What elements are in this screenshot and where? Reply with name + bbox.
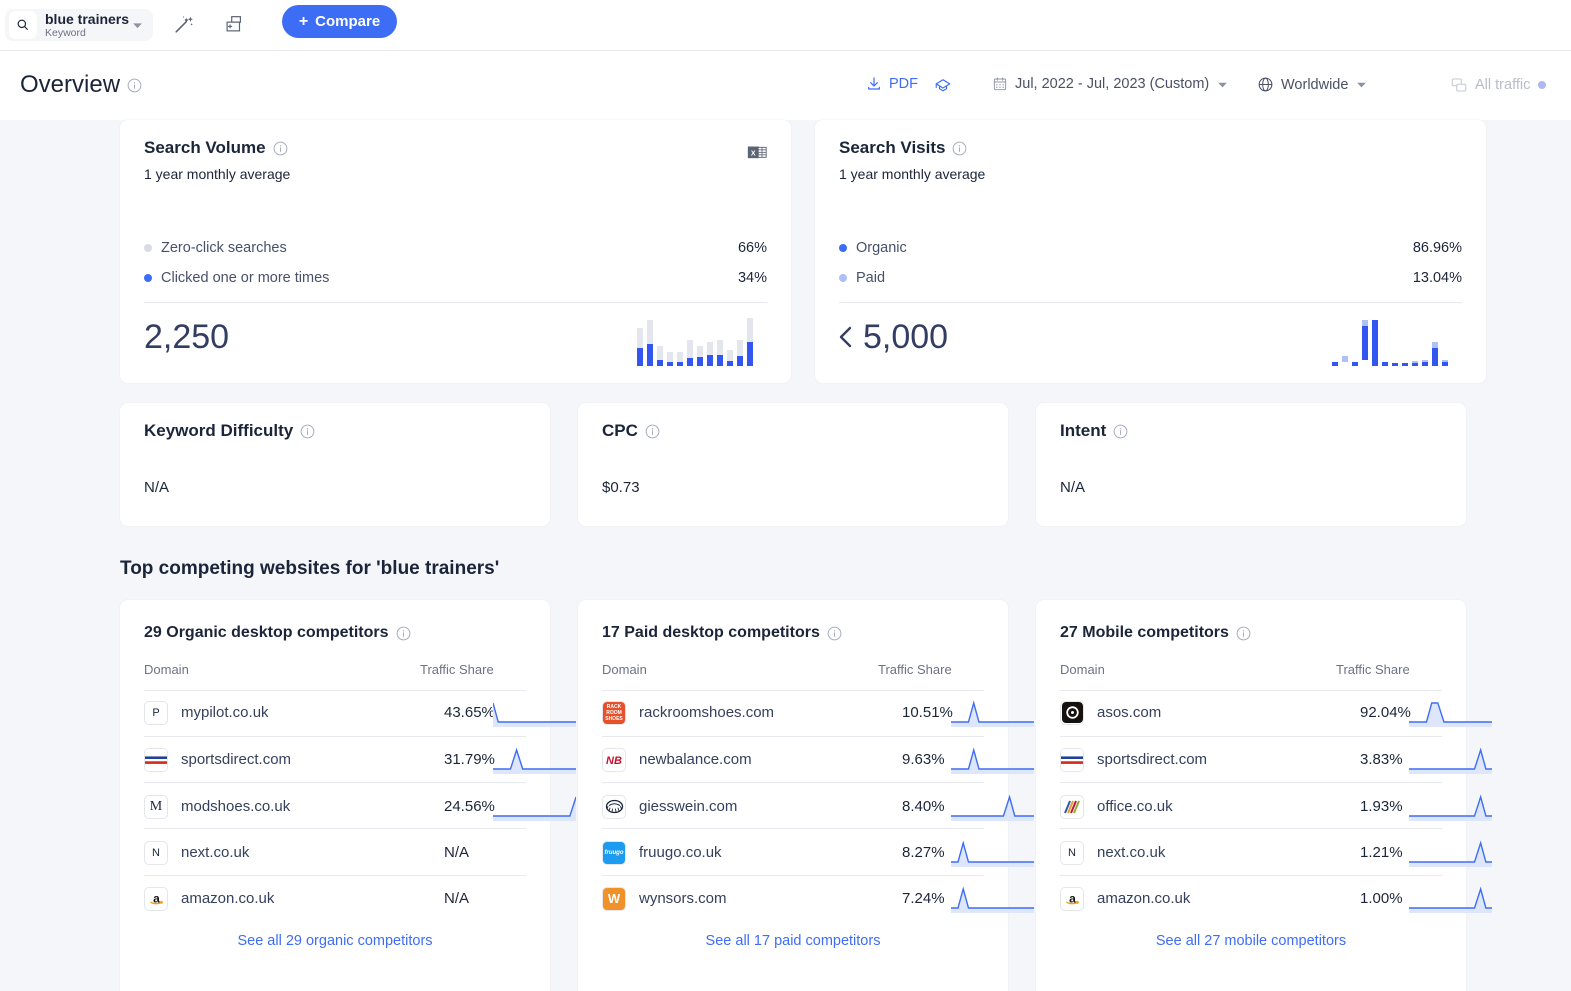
- svg-text:NB: NB: [606, 755, 622, 766]
- svg-text:X: X: [751, 149, 756, 157]
